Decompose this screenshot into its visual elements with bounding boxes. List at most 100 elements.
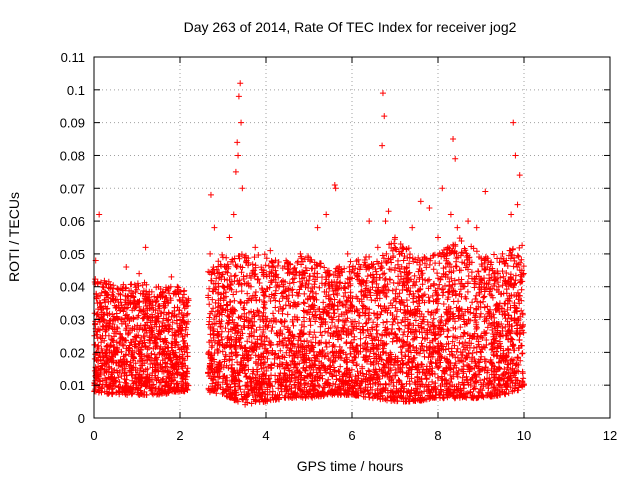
y-tick-label: 0.1 — [67, 83, 85, 98]
data-point — [91, 355, 98, 362]
data-point — [131, 375, 138, 382]
data-point — [331, 181, 338, 188]
x-axis-label: GPS time / hours — [297, 458, 404, 474]
data-point — [486, 309, 493, 316]
data-point — [503, 290, 510, 297]
x-tick-label: 8 — [434, 428, 441, 443]
data-point — [469, 332, 476, 339]
data-point — [238, 119, 245, 126]
data-point — [256, 296, 263, 303]
data-point — [314, 224, 321, 231]
y-tick-label: 0.08 — [60, 148, 85, 163]
data-point — [293, 303, 300, 310]
y-tick-label: 0.05 — [60, 247, 85, 262]
data-point — [125, 346, 132, 353]
data-point — [454, 224, 461, 231]
data-point — [174, 369, 181, 376]
data-point — [514, 201, 521, 208]
data-point — [217, 323, 224, 330]
data-point — [99, 323, 106, 330]
data-point — [396, 336, 403, 343]
y-tick-label: 0.07 — [60, 181, 85, 196]
data-point — [207, 250, 214, 257]
data-point — [516, 172, 523, 179]
data-point — [518, 267, 525, 274]
data-point — [340, 349, 347, 356]
data-point — [450, 136, 457, 143]
data-point — [473, 224, 480, 231]
data-point — [149, 382, 156, 389]
data-point — [136, 270, 143, 277]
data-point — [101, 388, 108, 395]
data-point — [97, 365, 104, 372]
y-tick-label: 0.04 — [60, 280, 85, 295]
data-point — [224, 306, 231, 313]
y-tick-label: 0.11 — [61, 50, 85, 65]
y-tick-label: 0.06 — [60, 214, 85, 229]
data-point — [439, 185, 446, 192]
data-point — [381, 113, 388, 120]
data-point — [181, 300, 188, 307]
data-point — [353, 362, 360, 369]
data-point — [252, 244, 259, 251]
data-point — [508, 211, 515, 218]
data-point — [138, 362, 145, 369]
data-point — [121, 385, 128, 392]
data-point — [170, 349, 177, 356]
data-point — [327, 332, 334, 339]
data-point — [237, 80, 244, 87]
data-point — [306, 277, 312, 284]
data-point — [426, 204, 433, 211]
data-point — [310, 362, 317, 369]
data-point — [157, 365, 164, 372]
data-points — [91, 80, 527, 408]
data-point — [93, 375, 100, 382]
data-point — [103, 309, 110, 316]
data-point — [344, 250, 351, 257]
data-point — [404, 316, 411, 323]
data-point — [385, 208, 392, 215]
data-point — [140, 306, 147, 313]
data-point — [146, 332, 153, 339]
data-point — [374, 244, 381, 251]
x-tick-label: 4 — [262, 428, 269, 443]
data-point — [245, 355, 252, 362]
data-point — [447, 211, 454, 218]
data-point — [235, 152, 242, 159]
data-point — [361, 309, 368, 316]
data-point — [159, 319, 166, 326]
axis-ticks — [93, 56, 611, 419]
data-point — [106, 355, 113, 362]
data-point — [142, 244, 149, 251]
data-point — [243, 257, 250, 264]
data-point — [211, 224, 218, 231]
data-point — [129, 290, 136, 297]
data-point — [168, 273, 175, 280]
data-point — [510, 119, 517, 126]
data-point — [161, 355, 168, 362]
data-point — [413, 349, 420, 356]
data-point — [478, 349, 484, 356]
data-point — [349, 323, 355, 330]
data-point — [222, 264, 229, 271]
y-tick-label: 0.01 — [60, 378, 85, 393]
x-tick-labels: 0 2 4 6 8 10 12 — [90, 428, 617, 443]
data-point — [123, 264, 130, 271]
data-point — [400, 257, 407, 264]
data-point — [490, 270, 497, 277]
data-point — [495, 342, 502, 349]
data-point — [482, 188, 489, 195]
data-point — [144, 352, 151, 359]
y-tick-label: 0.02 — [60, 345, 85, 360]
x-tick-label: 10 — [517, 428, 531, 443]
data-point — [383, 250, 390, 257]
data-point — [366, 218, 373, 225]
data-point — [275, 283, 282, 290]
y-tick-label: 0 — [78, 411, 85, 426]
data-point — [301, 346, 308, 353]
x-tick-label: 6 — [348, 428, 355, 443]
data-point — [247, 283, 254, 290]
data-point — [297, 250, 304, 257]
data-point — [207, 191, 214, 198]
data-point — [379, 90, 386, 97]
